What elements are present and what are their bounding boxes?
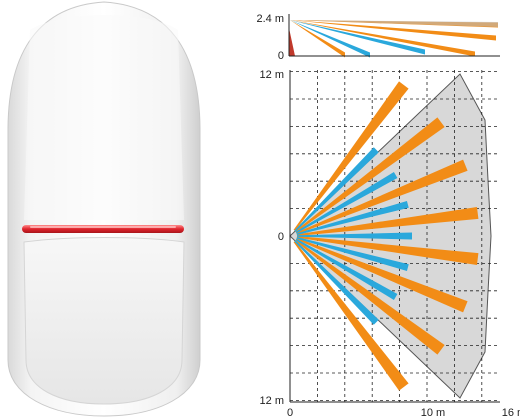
long-beam [293, 81, 409, 231]
detector-upper-cover [24, 15, 184, 220]
long-beam [295, 239, 445, 355]
detector-lens [23, 237, 185, 405]
x-label-start: 0 [287, 407, 293, 419]
side-beam [290, 20, 345, 58]
height-label-top: 2.4 m [256, 13, 284, 25]
side-view-wall [289, 28, 295, 56]
side-beam [290, 20, 425, 55]
short-beam [295, 238, 398, 301]
long-beam [295, 117, 445, 233]
y-label-bottom: 12 m [260, 395, 284, 407]
long-range-beams [293, 81, 479, 391]
side-view-beams [290, 20, 498, 58]
short-range-beams [294, 147, 412, 325]
height-label-bottom: 0 [278, 50, 284, 60]
short-beam [294, 240, 379, 325]
x-label-mid: 10 m [421, 407, 445, 419]
short-beam [295, 171, 398, 234]
side-beam-area [290, 20, 498, 27]
y-label-top: 12 m [260, 69, 284, 81]
long-beam [296, 236, 479, 266]
side-view-diagram: 2.4 m 0 [256, 13, 500, 60]
side-beam [290, 20, 370, 58]
side-beam [290, 20, 475, 57]
short-beam [296, 201, 409, 235]
long-beam [296, 206, 479, 236]
y-label-middle: 0 [278, 231, 284, 243]
long-beam [293, 241, 409, 391]
motion-detector-image [7, 1, 201, 417]
side-beam [290, 20, 496, 41]
long-beam [296, 159, 468, 235]
top-view-diagram: 12 m 0 12 m 0 10 m 16 m [260, 69, 520, 419]
short-beam [297, 232, 412, 240]
led-glow [30, 226, 176, 228]
short-beam [294, 147, 379, 232]
short-beam [296, 237, 409, 271]
long-beam [296, 237, 468, 313]
x-label-end: 16 m [502, 407, 520, 419]
